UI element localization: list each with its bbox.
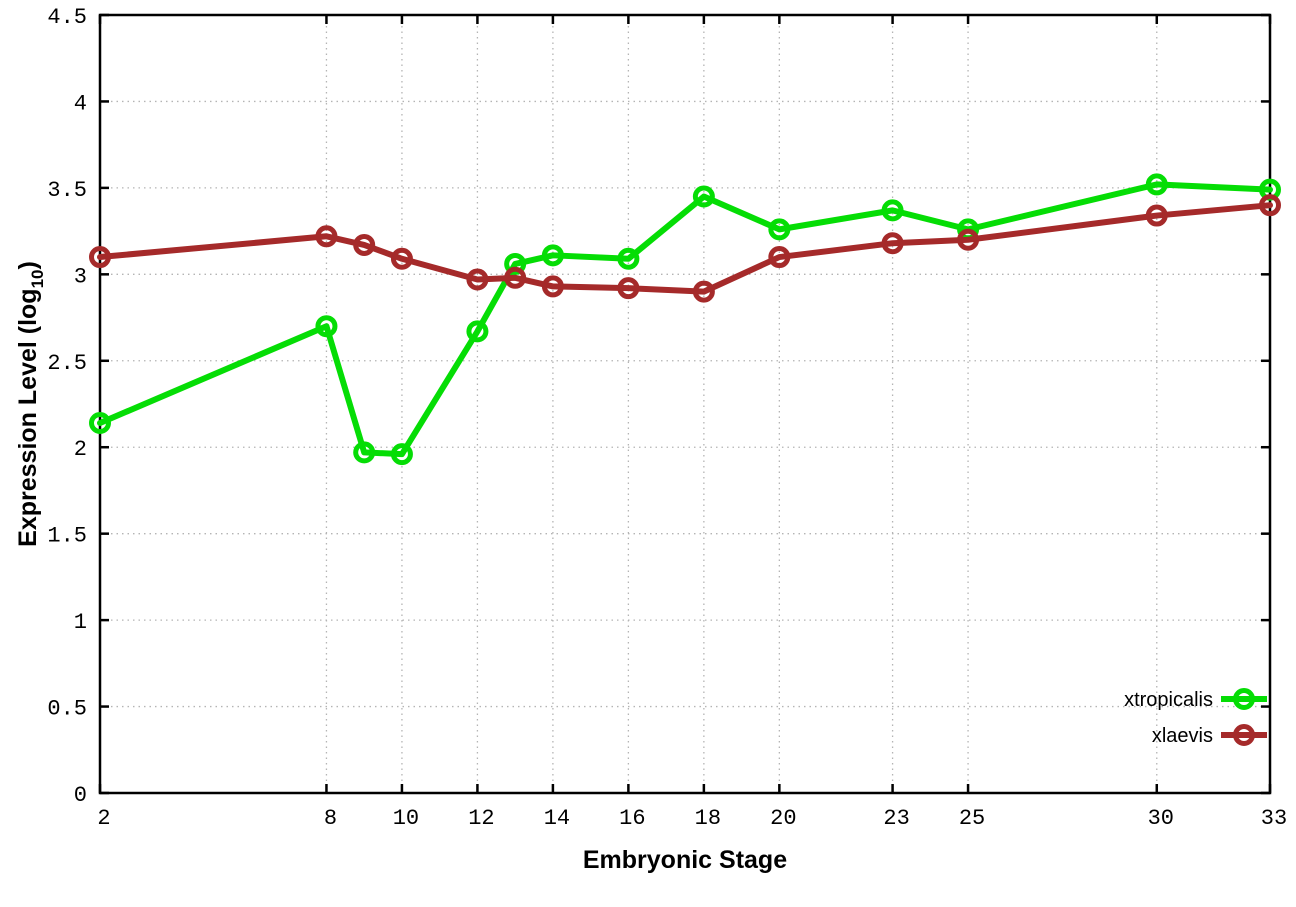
data-point-xtropicalis bbox=[617, 247, 640, 270]
data-point-xtropicalis bbox=[504, 252, 527, 275]
x-axis-tick-label: 16 bbox=[619, 806, 645, 831]
data-point-xtropicalis bbox=[1145, 173, 1168, 196]
data-point-xlaevis bbox=[315, 225, 338, 248]
data-point-xtropicalis bbox=[390, 443, 413, 466]
x-axis-tick-label: 2 bbox=[97, 806, 110, 831]
data-point-xlaevis bbox=[89, 246, 111, 269]
x-axis-tick-label: 33 bbox=[1261, 806, 1287, 831]
data-point-xlaevis bbox=[1145, 204, 1168, 227]
legend-label-xtropicalis: xtropicalis bbox=[1124, 689, 1213, 711]
y-axis-tick-label: 0.5 bbox=[47, 697, 87, 722]
x-axis-title: Embryonic Stage bbox=[583, 846, 787, 874]
y-axis-tick-label: 1.5 bbox=[47, 524, 87, 549]
data-point-xtropicalis bbox=[692, 185, 715, 208]
legend-marker-xtropicalis bbox=[1233, 688, 1255, 710]
data-point-xlaevis bbox=[768, 246, 791, 269]
y-axis-tick-label: 4 bbox=[74, 91, 87, 116]
plot-border bbox=[98, 13, 1272, 795]
data-point-xlaevis bbox=[957, 228, 980, 251]
legend-label-xlaevis: xlaevis bbox=[1152, 725, 1213, 747]
data-point-xlaevis bbox=[353, 233, 376, 256]
x-axis-tick-label: 10 bbox=[393, 806, 419, 831]
data-point-xtropicalis bbox=[466, 320, 489, 343]
x-axis-tick-label: 20 bbox=[770, 806, 796, 831]
legend-marker-xlaevis bbox=[1233, 724, 1255, 746]
x-axis-tick-label: 30 bbox=[1148, 806, 1174, 831]
data-point-xlaevis bbox=[466, 268, 489, 291]
y-axis-title: Expression Level (log10) bbox=[14, 261, 47, 547]
x-axis-tick-label: 8 bbox=[324, 806, 337, 831]
data-point-xlaevis bbox=[504, 266, 527, 289]
x-axis-tick-label: 14 bbox=[544, 806, 570, 831]
data-point-xlaevis bbox=[390, 247, 413, 270]
x-axis-tick-label: 25 bbox=[959, 806, 985, 831]
data-point-xlaevis bbox=[617, 277, 640, 300]
data-point-xtropicalis bbox=[881, 199, 904, 222]
y-axis-tick-label: 2 bbox=[74, 437, 87, 462]
x-axis-tick-label: 23 bbox=[883, 806, 909, 831]
y-axis-tick-label: 3 bbox=[74, 264, 87, 289]
data-point-xlaevis bbox=[881, 232, 904, 255]
data-point-xlaevis bbox=[1259, 194, 1281, 217]
x-axis-tick-label: 18 bbox=[695, 806, 721, 831]
data-point-xlaevis bbox=[692, 280, 715, 303]
data-point-xtropicalis bbox=[768, 218, 791, 241]
y-axis-tick-label: 0 bbox=[74, 783, 87, 808]
data-point-xtropicalis bbox=[315, 315, 338, 338]
y-axis-tick-label: 2.5 bbox=[47, 351, 87, 376]
y-axis-tick-label: 3.5 bbox=[47, 178, 87, 203]
data-point-xlaevis bbox=[541, 275, 564, 298]
y-axis-tick-label: 4.5 bbox=[47, 5, 87, 30]
data-point-xtropicalis bbox=[89, 412, 111, 435]
y-axis-tick-label: 1 bbox=[74, 610, 87, 635]
x-axis-tick-label: 12 bbox=[468, 806, 494, 831]
data-point-xtropicalis bbox=[541, 244, 564, 267]
data-point-xtropicalis bbox=[353, 441, 376, 464]
